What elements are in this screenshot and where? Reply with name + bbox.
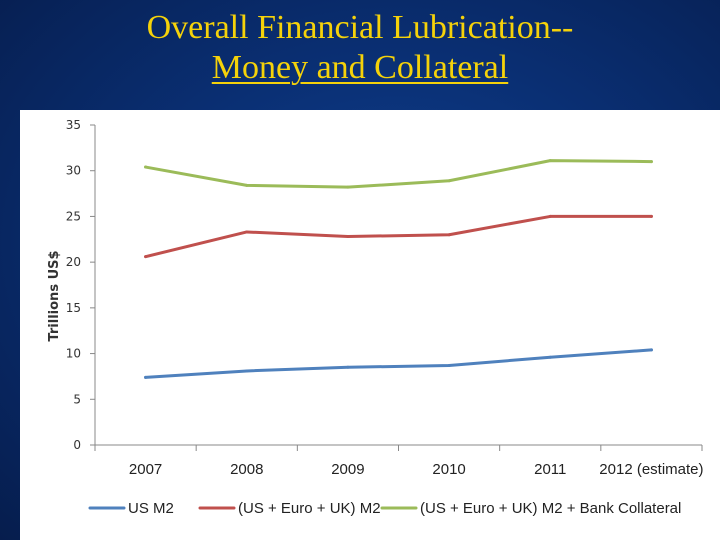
y-tick-label: 20 bbox=[66, 255, 81, 269]
x-tick-label: 2010 bbox=[432, 461, 465, 478]
y-tick-label: 5 bbox=[73, 392, 81, 406]
data-point bbox=[144, 255, 148, 259]
y-tick-label: 25 bbox=[66, 209, 81, 223]
legend: US M2 (US + Euro + UK) M2 (US + Euro + UK)… bbox=[88, 500, 681, 517]
data-point bbox=[245, 183, 249, 187]
data-point bbox=[245, 230, 249, 234]
x-tick-label: 2009 bbox=[331, 461, 364, 478]
data-point bbox=[548, 214, 552, 218]
y-tick-label: 0 bbox=[73, 438, 81, 452]
data-point bbox=[649, 214, 653, 218]
chart-panel: 0 5 10 15 20 25 30 35 2007 2008 2009 2010 2011 2012 … bbox=[20, 110, 720, 540]
data-point bbox=[548, 355, 552, 359]
slide-title: Overall Financial Lubrication-- Money an… bbox=[0, 8, 720, 88]
y-tick-label: 10 bbox=[66, 347, 81, 361]
legend-label: US M2 bbox=[128, 500, 174, 517]
y-tick-label: 30 bbox=[66, 164, 81, 178]
y-tick-label: 15 bbox=[66, 301, 81, 315]
y-tick-label: 35 bbox=[66, 118, 81, 132]
data-point bbox=[548, 159, 552, 163]
data-point bbox=[649, 160, 653, 164]
slide-title-line-1: Overall Financial Lubrication-- bbox=[146, 9, 574, 46]
line-chart: 0 5 10 15 20 25 30 35 2007 2008 2009 2010 2011 2012 … bbox=[47, 118, 704, 517]
y-axis-label: Trillions US$ bbox=[47, 250, 62, 341]
x-tick-label: 2007 bbox=[129, 461, 162, 478]
legend-label: (US + Euro + UK) M2 + Bank Collateral bbox=[420, 500, 681, 517]
data-point bbox=[144, 375, 148, 379]
data-point bbox=[245, 369, 249, 373]
data-point bbox=[144, 165, 148, 169]
x-axis: 2007 2008 2009 2010 2011 2012 (estimate) bbox=[94, 444, 704, 478]
slide-title-line-2: Money and Collateral bbox=[211, 49, 509, 86]
data-point bbox=[447, 233, 451, 237]
data-point bbox=[346, 365, 350, 369]
series-line bbox=[144, 159, 653, 189]
data-point bbox=[447, 363, 451, 367]
series-layer bbox=[144, 159, 653, 379]
x-tick-label: 2008 bbox=[230, 461, 263, 478]
data-point bbox=[447, 179, 451, 183]
series-line bbox=[144, 348, 653, 379]
data-point bbox=[649, 348, 653, 352]
x-tick-label: 2012 (estimate) bbox=[599, 461, 703, 478]
legend-label: (US + Euro + UK) M2 bbox=[238, 500, 381, 517]
data-point bbox=[346, 185, 350, 189]
data-point bbox=[346, 235, 350, 239]
y-axis: 0 5 10 15 20 25 30 35 bbox=[66, 118, 96, 452]
series-line bbox=[144, 214, 653, 259]
x-tick-label: 2011 bbox=[534, 461, 566, 478]
